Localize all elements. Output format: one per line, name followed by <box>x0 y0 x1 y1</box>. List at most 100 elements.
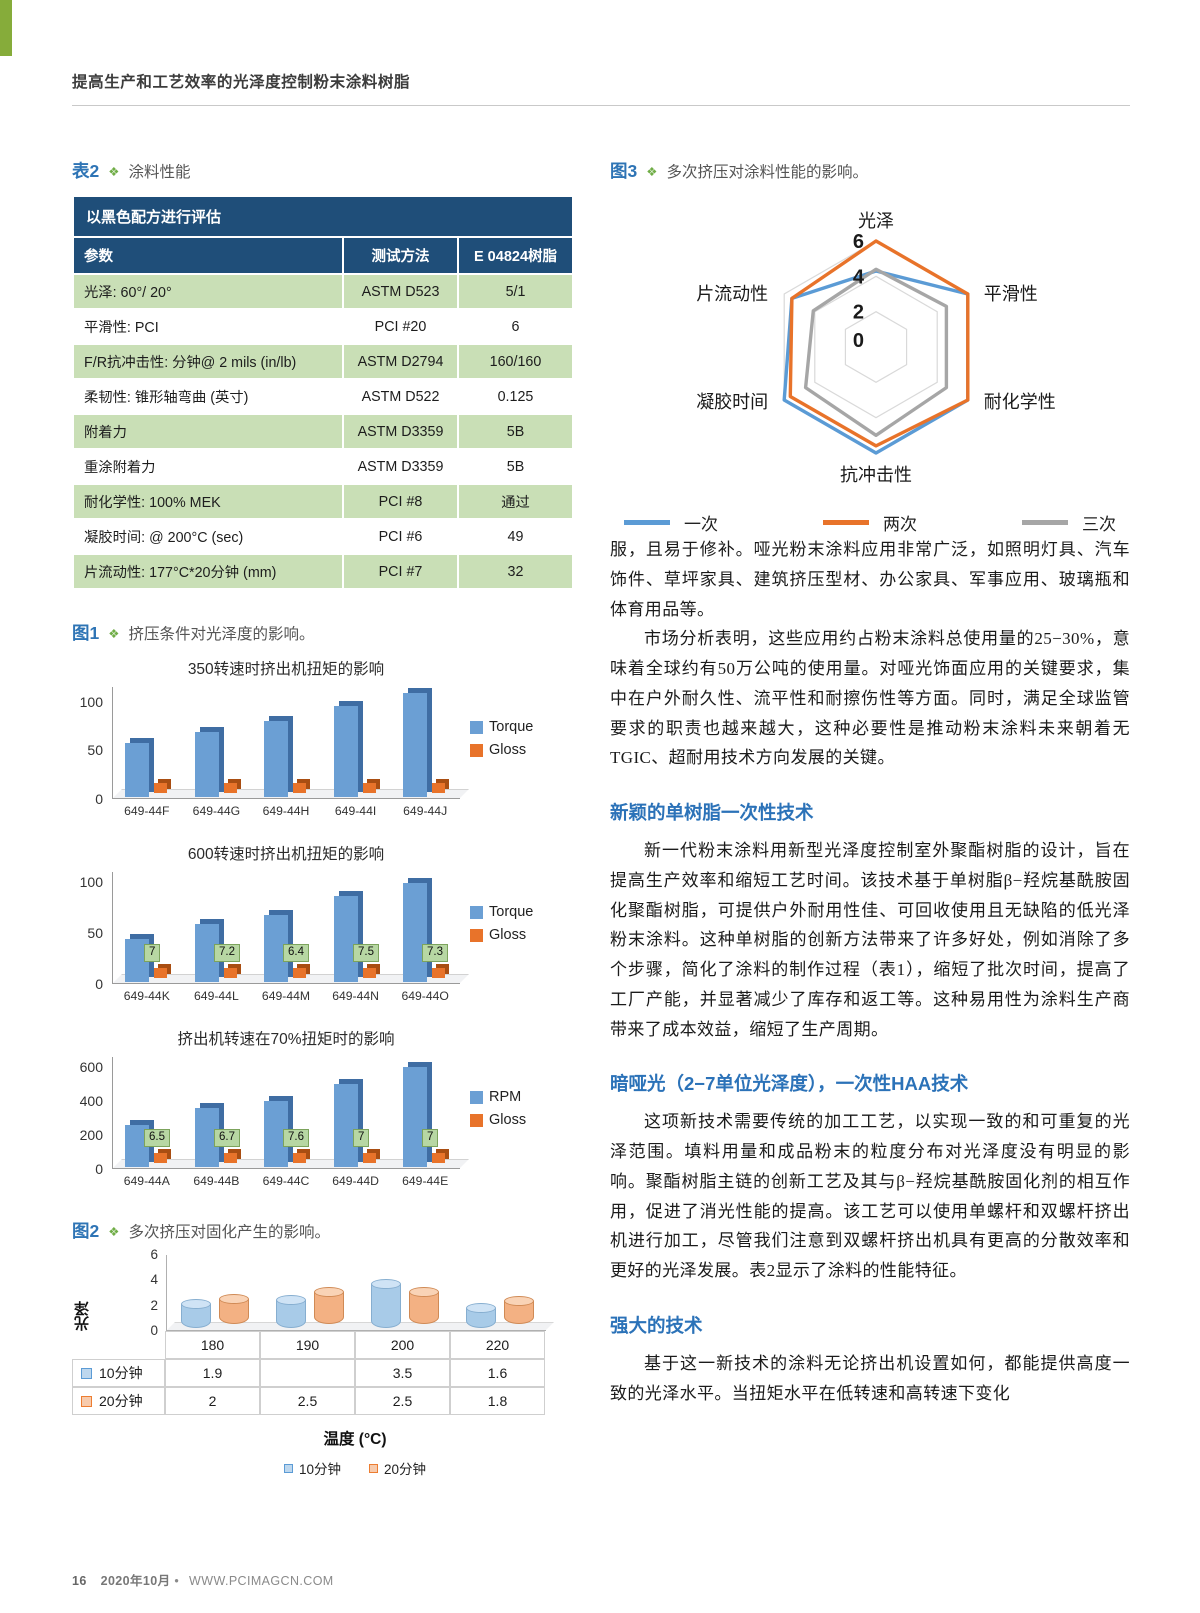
footer-bullet: • <box>174 1574 180 1588</box>
issue-date: 2020年10月 <box>100 1574 171 1588</box>
x-category-label: 649-44F <box>124 804 170 818</box>
x-category-label: 649-44M <box>261 989 311 1003</box>
y-tick-label: 0 <box>150 1323 158 1338</box>
y-tick-label: 0 <box>95 1161 103 1177</box>
article-title: 提高生产和工艺效率的光泽度控制粉末涂料树脂 <box>72 74 411 91</box>
gloss-bar <box>363 1153 376 1163</box>
legend-label: Torque <box>489 904 534 920</box>
main-series-bar <box>264 721 288 797</box>
chart-legend: Torque Gloss <box>460 904 533 943</box>
x-category-label: 649-44G <box>192 804 241 818</box>
radar-series-两次 <box>788 239 970 448</box>
column-header: E 04824树脂 <box>457 236 574 275</box>
x-category-label: 649-44D <box>332 1174 379 1188</box>
gloss-value-label: 7.5 <box>353 944 379 962</box>
main-series-bar <box>403 692 427 797</box>
radar-tick-label: 0 <box>853 330 864 352</box>
plot-area: 7 7.2 6.4 7.5 7.3 <box>112 872 469 984</box>
cylinder-20分钟 <box>504 1296 534 1324</box>
x-category-label: 649-44B <box>193 1174 240 1188</box>
gloss-bar <box>363 783 376 793</box>
legend-label: Gloss <box>489 927 527 943</box>
data-cell: 1.6 <box>450 1359 545 1387</box>
value-cell: 160/160 <box>457 343 574 380</box>
data-cell: 2 <box>165 1387 260 1415</box>
chart-body: 0 50 100 649-44F 649-44G 649-44H 649-44I 649-44… <box>72 687 574 818</box>
value-cell: 0.125 <box>457 378 574 415</box>
chart-legend: Torque Gloss <box>460 719 533 758</box>
x-axis-title: 温度 (°C) <box>323 1431 387 1448</box>
body-paragraph: 这项新技术需要传统的加工工艺，以实现一致的和可重复的光泽范围。填料用量和成品粉末… <box>610 1112 1130 1280</box>
x-axis-labels: 649-44A 649-44B 649-44C 649-44D 649-44E <box>112 1174 460 1188</box>
chart-extruder-torque-600rpm: 600转速时挤出机扭矩的影响 0 50 100 7 7.2 6.4 7.5 7.3 649-44K… <box>72 842 574 1003</box>
y-tick-label: 600 <box>79 1059 103 1076</box>
chart-body: 0 200 400 600 6.5 6.7 7.6 7 7 649-44A 649-44B 649-4… <box>72 1057 574 1188</box>
fig3-caption-text: 多次挤压对涂料性能的影响。 <box>666 164 868 181</box>
main-series-bar <box>195 731 219 797</box>
cylinder-top <box>219 1293 249 1304</box>
main-series-bar <box>403 883 427 982</box>
value-cell: 5B <box>457 413 574 450</box>
running-header: 提高生产和工艺效率的光泽度控制粉末涂料树脂 <box>72 70 1130 106</box>
series-key: 20分钟 <box>72 1387 165 1415</box>
cylinder-10分钟 <box>276 1295 306 1328</box>
table-row: F/R抗冲击性: 分钟@ 2 mils (in/lb) ASTM D2794 160… <box>72 343 574 380</box>
radar-tick-label: 6 <box>853 231 864 253</box>
legend-swatch <box>81 1367 92 1379</box>
gloss-bar <box>224 968 237 978</box>
page-number: 16 <box>72 1574 87 1588</box>
radar-axis-label: 耐化学性 <box>984 392 1056 412</box>
method-cell: ASTM D2794 <box>342 343 459 380</box>
cylinder-20分钟 <box>219 1293 249 1324</box>
gloss-value-label: 6.5 <box>144 1129 170 1147</box>
cylinder-top <box>276 1295 306 1306</box>
value-cell: 5/1 <box>457 273 574 310</box>
parameter-cell: 耐化学性: 100% MEK <box>72 483 344 520</box>
chart-cure-gloss-cylinders: 光泽 6 4 2 0 180 190 200 220 10分钟 1.9 3.5 1.6 20分钟 2 2.5 2… <box>72 1247 574 1478</box>
radar-legend: 一次 两次 三次 <box>610 504 1130 535</box>
chart-extruder-speed-70pct-torque: 挤出机转速在70%扭矩时的影响 0 200 400 600 6.5 6.7 7.6 7 7 649-… <box>72 1027 574 1188</box>
parameter-cell: 片流动性: 177°C*20分钟 (mm) <box>72 553 344 590</box>
x-category-label: 649-44E <box>402 1174 449 1188</box>
two-column-layout: 表2 ❖ 涂料性能 以黑色配方进行评估 参数 测试方法 E 04824树脂 光泽: 60… <box>72 158 1130 1478</box>
table2-caption-text: 涂料性能 <box>128 164 191 181</box>
section-heading: 新颖的单树脂一次性技术 <box>610 802 814 823</box>
radar-chart-coating-properties: 6 4 2 0 光泽 平滑性 耐化学性 抗冲击性 凝胶时间 片流动性 一次 两次 三次 <box>610 195 1130 535</box>
plot-floor <box>167 1322 554 1330</box>
main-series-bar <box>125 743 149 797</box>
cylinder-top <box>371 1278 401 1289</box>
gloss-bar <box>432 968 445 978</box>
legend-item: Gloss <box>470 1112 526 1128</box>
legend-item: 20分钟 <box>369 1458 426 1478</box>
fig2-data-table: 180 190 200 220 10分钟 1.9 3.5 1.6 20分钟 2 2.5 2.5 1.8 <box>72 1331 574 1415</box>
cylinder-top <box>504 1296 534 1307</box>
y-axis: 0 50 100 <box>72 687 112 807</box>
fig3-caption: 图3 ❖ 多次挤压对涂料性能的影响。 <box>610 158 1130 183</box>
x-category-label: 649-44N <box>332 989 379 1003</box>
legend-item: Torque <box>470 719 533 735</box>
data-cell: 1.9 <box>165 1359 260 1387</box>
y-tick-label: 200 <box>79 1127 103 1144</box>
method-cell: ASTM D522 <box>342 378 459 415</box>
gloss-bar <box>432 1153 445 1163</box>
fig2-plot-row: 光泽 6 4 2 0 <box>72 1247 574 1338</box>
value-cell: 6 <box>457 308 574 345</box>
y-tick-label: 100 <box>79 693 103 710</box>
left-column: 表2 ❖ 涂料性能 以黑色配方进行评估 参数 测试方法 E 04824树脂 光泽: 60… <box>72 158 574 1478</box>
gloss-bar <box>154 783 167 793</box>
legend-swatch <box>369 1463 378 1473</box>
y-axis: 0 50 100 <box>72 872 112 992</box>
legend-swatch <box>470 905 483 919</box>
gloss-value-label: 6.7 <box>214 1129 240 1147</box>
x-category-label: 649-44I <box>334 804 377 818</box>
article-body: 服，且易于修补。哑光粉末涂料应用非常广泛，如照明灯具、汽车饰件、草坪家具、建筑挤… <box>610 535 1130 1408</box>
gloss-bar <box>293 1153 306 1163</box>
radar-axis-label: 抗冲击性 <box>840 465 912 485</box>
data-cell: 2.5 <box>355 1387 450 1415</box>
gloss-value-label: 7.3 <box>422 944 448 962</box>
table-row: 凝胶时间: @ 200°C (sec) PCI #6 49 <box>72 518 574 555</box>
value-cell: 通过 <box>457 483 574 520</box>
cylinder-top <box>409 1287 439 1298</box>
gloss-bar <box>154 1153 167 1163</box>
